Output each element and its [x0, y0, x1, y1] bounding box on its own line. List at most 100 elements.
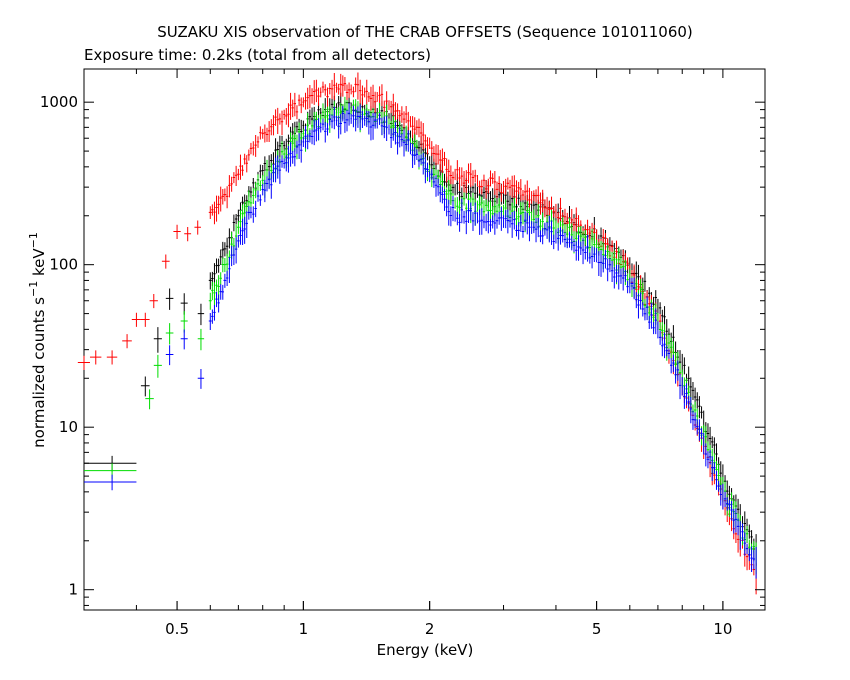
data-point	[306, 134, 309, 150]
data-point	[489, 170, 492, 187]
data-point	[352, 86, 355, 98]
data-point	[572, 218, 576, 232]
data-point	[417, 155, 421, 168]
data-point	[487, 178, 490, 194]
data-point	[500, 184, 503, 202]
data-point	[291, 150, 294, 164]
data-point	[287, 145, 290, 173]
data-point	[471, 212, 475, 231]
data-point	[602, 255, 605, 273]
data-point	[219, 186, 222, 212]
data-point	[313, 119, 316, 146]
data-point	[343, 113, 347, 133]
data-point	[588, 227, 592, 240]
data-point	[208, 272, 212, 290]
data-point	[122, 334, 132, 349]
data-point	[308, 130, 312, 143]
data-point	[531, 221, 533, 234]
data-point	[184, 227, 192, 242]
data-point	[465, 170, 468, 193]
data-point	[469, 185, 472, 199]
data-point	[610, 240, 614, 254]
data-point	[717, 480, 720, 492]
data-point	[451, 171, 455, 185]
data-point	[750, 546, 753, 572]
data-point	[495, 213, 499, 229]
data-point	[302, 137, 305, 147]
data-point	[361, 85, 364, 106]
data-point	[528, 215, 531, 242]
data-point	[467, 163, 470, 184]
data-point	[691, 382, 695, 401]
data-point	[726, 497, 729, 511]
data-point	[691, 410, 695, 430]
data-point	[506, 177, 510, 190]
data-point	[356, 106, 360, 128]
data-point	[411, 143, 414, 169]
data-point	[563, 232, 567, 248]
data-point	[245, 211, 248, 239]
data-point	[293, 92, 297, 117]
data-point	[140, 312, 150, 327]
data-point	[454, 210, 456, 222]
data-point	[693, 412, 697, 429]
data-point	[337, 83, 340, 95]
data-point	[369, 115, 373, 141]
data-point	[400, 106, 404, 123]
data-point	[497, 198, 501, 213]
data-point	[291, 99, 294, 118]
data-point	[153, 327, 162, 353]
data-point	[315, 120, 318, 142]
data-point	[617, 264, 620, 290]
data-point	[383, 116, 386, 139]
data-point	[503, 215, 505, 228]
data-point	[385, 115, 388, 142]
data-point	[215, 258, 218, 274]
data-point	[321, 118, 325, 131]
data-point	[713, 462, 716, 474]
data-point	[519, 179, 523, 201]
data-point	[559, 197, 562, 221]
data-point	[641, 282, 644, 306]
data-point	[696, 392, 699, 409]
data-point	[297, 94, 301, 107]
data-point	[317, 87, 320, 106]
data-point	[698, 419, 701, 441]
data-point	[280, 155, 284, 168]
data-point	[339, 73, 342, 97]
data-point	[243, 153, 246, 165]
data-point	[369, 86, 373, 113]
data-point	[417, 118, 421, 138]
data-point	[432, 176, 436, 188]
data-point	[500, 206, 503, 231]
data-point	[361, 110, 364, 128]
y-axis-label-main: normalized counts s	[30, 297, 48, 448]
data-point	[173, 224, 181, 239]
data-point	[213, 201, 216, 225]
data-point	[454, 197, 456, 209]
data-point	[228, 256, 231, 283]
data-point	[487, 211, 490, 234]
data-point	[267, 121, 271, 143]
data-point	[447, 199, 450, 226]
data-point	[319, 87, 322, 98]
data-point	[484, 180, 488, 199]
data-point	[424, 134, 427, 148]
data-point	[252, 141, 255, 156]
data-point	[728, 499, 731, 510]
data-point	[219, 284, 222, 300]
data-point	[458, 200, 461, 216]
data-point	[300, 139, 303, 163]
data-point	[213, 305, 216, 321]
data-point	[319, 114, 322, 124]
data-point	[497, 176, 501, 192]
data-point	[270, 119, 273, 136]
data-point	[543, 222, 547, 236]
data-point	[626, 280, 629, 294]
data-point	[333, 106, 336, 130]
data-point	[711, 456, 714, 481]
data-point	[350, 114, 352, 124]
data-point	[506, 191, 510, 213]
data-point	[330, 114, 334, 129]
data-point	[506, 209, 510, 234]
